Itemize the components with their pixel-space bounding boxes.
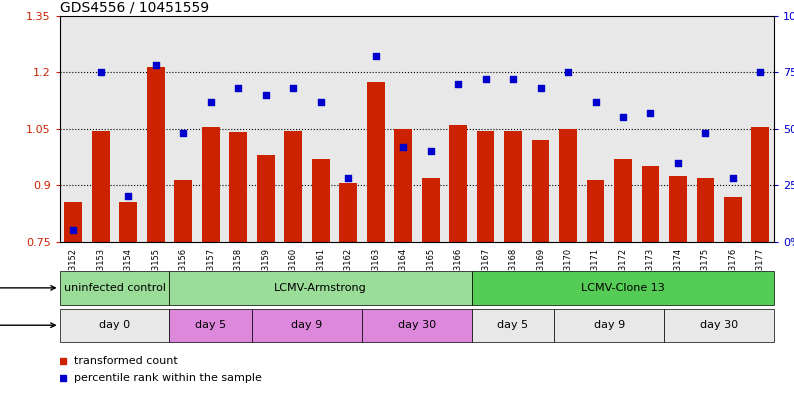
Point xyxy=(177,130,190,136)
Text: LCMV-Clone 13: LCMV-Clone 13 xyxy=(581,283,665,293)
Bar xyxy=(587,180,604,242)
Bar xyxy=(394,129,412,242)
Bar xyxy=(669,176,687,242)
Point xyxy=(94,69,107,75)
Bar xyxy=(169,309,252,342)
Bar xyxy=(665,309,774,342)
Bar xyxy=(92,130,110,242)
Text: day 5: day 5 xyxy=(498,320,529,330)
Point xyxy=(561,69,574,75)
Bar xyxy=(504,130,522,242)
Point xyxy=(341,175,354,182)
Point xyxy=(287,85,299,91)
Bar xyxy=(284,130,302,242)
Bar xyxy=(60,271,169,305)
Point xyxy=(204,98,217,105)
Bar xyxy=(532,140,549,242)
Bar xyxy=(252,309,362,342)
Point xyxy=(260,92,272,98)
Point xyxy=(507,76,519,82)
Bar xyxy=(367,82,384,242)
Point xyxy=(452,80,464,86)
Point xyxy=(534,85,547,91)
Bar xyxy=(339,183,357,242)
Point xyxy=(67,227,79,233)
Text: day 30: day 30 xyxy=(700,320,738,330)
Point xyxy=(314,98,327,105)
Bar xyxy=(614,159,632,242)
Bar xyxy=(202,127,220,242)
Point xyxy=(754,69,767,75)
Point xyxy=(397,143,410,150)
Bar xyxy=(64,202,83,242)
Bar xyxy=(147,66,164,242)
Point xyxy=(122,193,135,200)
Point xyxy=(232,85,245,91)
Point xyxy=(672,160,684,166)
Bar xyxy=(449,125,467,242)
Text: time: time xyxy=(0,320,56,330)
Bar xyxy=(696,178,715,242)
Bar xyxy=(554,309,665,342)
Point xyxy=(480,76,492,82)
Bar xyxy=(256,155,275,242)
Bar xyxy=(119,202,137,242)
Text: day 0: day 0 xyxy=(99,320,130,330)
Point xyxy=(369,53,382,59)
Text: day 30: day 30 xyxy=(398,320,436,330)
Text: day 9: day 9 xyxy=(594,320,625,330)
Point xyxy=(589,98,602,105)
Bar xyxy=(751,127,769,242)
Text: GDS4556 / 10451559: GDS4556 / 10451559 xyxy=(60,0,209,15)
Text: day 9: day 9 xyxy=(291,320,322,330)
Point xyxy=(424,148,437,154)
Text: transformed count: transformed count xyxy=(74,356,178,366)
Bar xyxy=(476,130,495,242)
Point xyxy=(644,110,657,116)
Bar xyxy=(472,309,554,342)
Bar xyxy=(724,196,742,242)
Point xyxy=(727,175,739,182)
Bar xyxy=(229,132,247,242)
Point xyxy=(699,130,711,136)
Text: LCMV-Armstrong: LCMV-Armstrong xyxy=(274,283,367,293)
Bar xyxy=(559,129,577,242)
Bar xyxy=(169,271,472,305)
Bar xyxy=(422,178,440,242)
Text: infection: infection xyxy=(0,283,56,293)
Text: day 5: day 5 xyxy=(195,320,226,330)
Text: uninfected control: uninfected control xyxy=(64,283,165,293)
Bar xyxy=(472,271,774,305)
Bar xyxy=(60,309,169,342)
Bar xyxy=(312,159,330,242)
Bar xyxy=(642,166,659,242)
Bar xyxy=(175,180,192,242)
Text: percentile rank within the sample: percentile rank within the sample xyxy=(74,373,262,383)
Point xyxy=(149,62,162,68)
Point xyxy=(617,114,630,121)
Bar xyxy=(362,309,472,342)
